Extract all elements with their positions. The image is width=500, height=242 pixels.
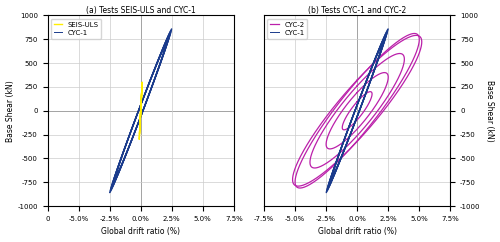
- CYC-1: [124, 150, 130, 153]
- CYC-1: [340, 150, 346, 153]
- CYC-1: [140, 107, 146, 110]
- CYC-1: [162, 45, 168, 48]
- SEIS-ULS: [137, 127, 143, 129]
- CYC-2: [352, 102, 358, 105]
- CYC-1: [332, 164, 338, 167]
- Legend: SEIS-ULS, CYC-1: SEIS-ULS, CYC-1: [51, 19, 102, 38]
- CYC-2: [367, 90, 373, 93]
- CYC-1: [348, 131, 354, 134]
- Line: CYC-1: CYC-1: [333, 47, 382, 175]
- SEIS-ULS: [138, 109, 143, 112]
- Title: (b) Tests CYC-1 and CYC-2: (b) Tests CYC-1 and CYC-2: [308, 6, 406, 15]
- CYC-1: [358, 105, 364, 108]
- SEIS-ULS: [137, 119, 143, 122]
- CYC-2: [350, 123, 356, 126]
- X-axis label: Global drift ratio (%): Global drift ratio (%): [318, 227, 396, 236]
- Line: CYC-2: CYC-2: [342, 92, 372, 130]
- SEIS-ULS: [137, 123, 143, 126]
- CYC-2: [356, 117, 362, 120]
- CYC-2: [354, 100, 360, 103]
- CYC-2: [341, 129, 347, 131]
- SEIS-ULS: [138, 108, 143, 111]
- CYC-1: [116, 164, 122, 167]
- SEIS-ULS: [138, 92, 144, 95]
- CYC-1: [354, 104, 360, 107]
- SEIS-ULS: [137, 120, 143, 123]
- SEIS-ULS: [138, 118, 143, 121]
- SEIS-ULS: [137, 121, 143, 124]
- CYC-2: [354, 100, 360, 103]
- CYC-2: [356, 116, 362, 119]
- Y-axis label: Base Shear (kN): Base Shear (kN): [6, 80, 15, 142]
- Line: SEIS-ULS: SEIS-ULS: [140, 94, 141, 128]
- CYC-1: [330, 173, 336, 176]
- Line: CYC-1: CYC-1: [116, 47, 165, 175]
- Title: (a) Tests SEIS-ULS and CYC-1: (a) Tests SEIS-ULS and CYC-1: [86, 6, 196, 15]
- Y-axis label: Base Shear (kN): Base Shear (kN): [486, 80, 494, 142]
- CYC-1: [378, 45, 384, 48]
- CYC-2: [341, 120, 347, 123]
- X-axis label: Global drift ratio (%): Global drift ratio (%): [101, 227, 180, 236]
- CYC-1: [351, 112, 357, 115]
- Legend: CYC-2, CYC-1: CYC-2, CYC-1: [268, 19, 307, 38]
- CYC-1: [114, 173, 119, 176]
- CYC-1: [138, 104, 143, 107]
- CYC-1: [141, 105, 147, 108]
- CYC-1: [138, 104, 143, 107]
- CYC-2: [346, 126, 352, 129]
- CYC-1: [134, 112, 140, 115]
- CYC-1: [354, 104, 360, 107]
- CYC-1: [131, 131, 137, 134]
- CYC-1: [357, 107, 363, 110]
- SEIS-ULS: [138, 109, 143, 112]
